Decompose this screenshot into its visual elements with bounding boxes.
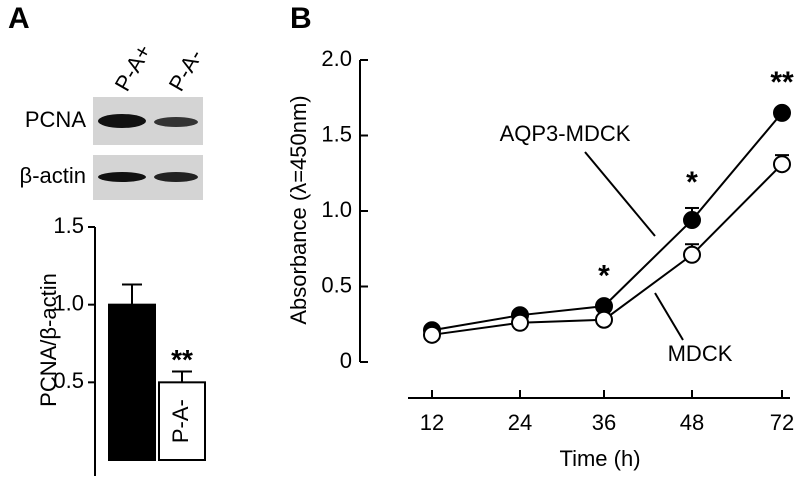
x-tick-label: 36 [592,410,616,435]
row-label: β-actin [20,163,86,188]
blot-band [98,172,146,182]
x-axis-label: Time (h) [559,446,640,471]
y-tick-label: 0.5 [321,272,352,297]
bar-label: P-A- [168,399,193,443]
bar-label: P-A+ [118,358,143,408]
significance: * [598,260,610,293]
blot-band [154,117,198,127]
y-tick-label: 0 [340,348,352,373]
significance: * [686,166,698,199]
y-tick-label: 0.5 [53,368,84,393]
y-tick-label: 1.5 [53,213,84,238]
significance: ** [171,344,193,375]
marker [683,245,701,264]
panel-label: A [8,2,30,35]
bar [158,381,206,462]
y-axis-label: PCNA/β-actin [36,273,61,407]
y-tick-label: 1.0 [321,197,352,222]
lane-label: P-A- [164,45,208,96]
series-label: MDCK [668,341,733,366]
leader-line [654,292,684,341]
x-tick-label: 24 [508,410,532,435]
series-label: AQP3-MDCK [500,121,631,146]
x-tick-label: 12 [420,410,444,435]
y-axis-label: Absorbance (λ=450nm) [286,95,311,324]
marker [683,211,701,230]
x-tick-label: 48 [680,410,704,435]
marker [773,155,791,174]
leader-line [584,151,656,237]
western-blot [93,97,203,200]
marker [595,310,613,329]
significance: ** [770,66,794,99]
y-tick-label: 2.0 [321,46,352,71]
blot-band [154,172,198,182]
marker [423,325,441,344]
marker [511,313,529,332]
row-label: PCNA [25,107,86,132]
lane-label: P-A+ [110,40,156,95]
blot-band [98,114,146,128]
x-tick-label: 72 [770,410,794,435]
y-tick-label: 1.0 [53,290,84,315]
marker [773,103,791,122]
panel-label: B [290,2,312,35]
y-tick-label: 1.5 [321,121,352,146]
bar [108,303,156,461]
